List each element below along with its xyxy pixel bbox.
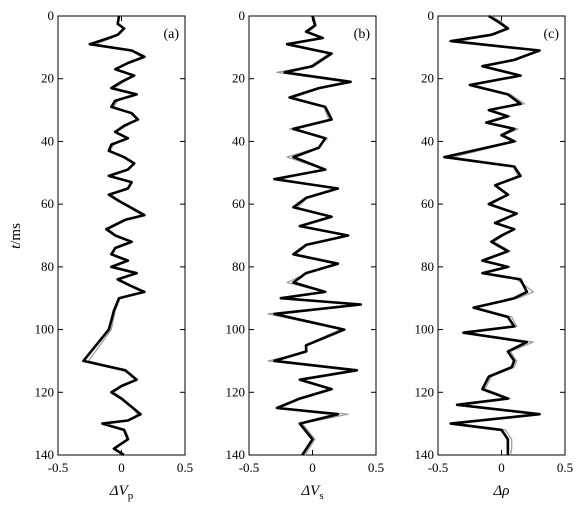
y-tick-label-c: 0 — [428, 8, 435, 23]
x-axis-label-main-c: Δρ — [492, 483, 509, 499]
x-tick-label-a: 0 — [118, 460, 125, 475]
y-tick-label-a: 40 — [41, 133, 54, 148]
y-tick-label-b: 60 — [232, 196, 245, 211]
x-tick-label-c: 0.5 — [557, 460, 573, 475]
plot-frame-b — [248, 15, 377, 456]
series-line-b-0 — [273, 15, 363, 456]
y-tick-label-b: 80 — [232, 259, 245, 274]
y-tick-label-b: 140 — [226, 447, 246, 462]
y-tick-label-b: 0 — [239, 8, 246, 23]
y-tick-label-b: 40 — [232, 133, 245, 148]
x-axis-label-main-a: ΔV — [109, 483, 130, 499]
x-axis-label-main-b: ΔV — [300, 483, 321, 499]
y-tick-label-a: 80 — [41, 259, 54, 274]
y-tick-label-a: 100 — [35, 322, 55, 337]
y-tick-label-b: 120 — [226, 384, 246, 399]
x-axis-label-sub-a: p — [128, 490, 134, 502]
panel-label-c: (c) — [543, 27, 559, 42]
y-tick-label-a: 60 — [41, 196, 54, 211]
x-axis-label-b: ΔVs — [300, 483, 323, 502]
y-tick-label-a: 0 — [48, 8, 55, 23]
y-axis-label-unit: /ms — [8, 223, 24, 245]
x-tick-label-b: 0.5 — [368, 460, 384, 475]
x-axis-label-c: Δρ — [492, 483, 509, 499]
panel-b: 0 20 40 60 80 100 120 140-0.5 0 0.5 (b) ΔVs — [226, 8, 385, 502]
y-axis-label: t/ms — [8, 223, 24, 249]
x-tick-label-c: 0 — [498, 460, 505, 475]
panel-label-b: (b) — [354, 27, 371, 42]
panel-label-a: (a) — [163, 27, 179, 42]
x-tick-label-a: 0.5 — [177, 460, 193, 475]
y-tick-label-a: 20 — [41, 71, 54, 86]
y-tick-label-c: 20 — [421, 71, 434, 86]
y-tick-label-c: 140 — [415, 447, 435, 462]
y-tick-label-c: 100 — [415, 322, 435, 337]
y-tick-label-c: 60 — [421, 196, 434, 211]
series-line-c-1 — [452, 15, 538, 456]
x-tick-label-a: -0.5 — [48, 460, 69, 475]
x-axis-label-sub-b: s — [319, 490, 323, 502]
y-tick-label-b: 20 — [232, 71, 245, 86]
panel-c: 0 20 40 60 80 100 120 140-0.5 0 0.5 (c) Δρ — [415, 8, 574, 499]
panel-a: 0 20 40 60 80 100 120 140-0.5 0 0.5 (a) ΔVp — [35, 8, 194, 502]
y-tick-label-c: 120 — [415, 384, 435, 399]
x-axis-label-a: ΔVp — [109, 483, 134, 502]
x-tick-label-c: -0.5 — [428, 460, 449, 475]
x-tick-label-b: 0 — [309, 460, 316, 475]
series-line-c-0 — [443, 14, 541, 455]
y-tick-label-a: 120 — [35, 384, 55, 399]
x-tick-label-b: -0.5 — [239, 460, 260, 475]
series-line-a-0 — [82, 15, 146, 457]
y-axis-label-main: t — [8, 244, 24, 249]
y-tick-label-c: 80 — [421, 259, 434, 274]
y-tick-label-c: 40 — [421, 133, 434, 148]
y-tick-label-a: 140 — [35, 447, 55, 462]
y-tick-label-b: 100 — [226, 322, 246, 337]
